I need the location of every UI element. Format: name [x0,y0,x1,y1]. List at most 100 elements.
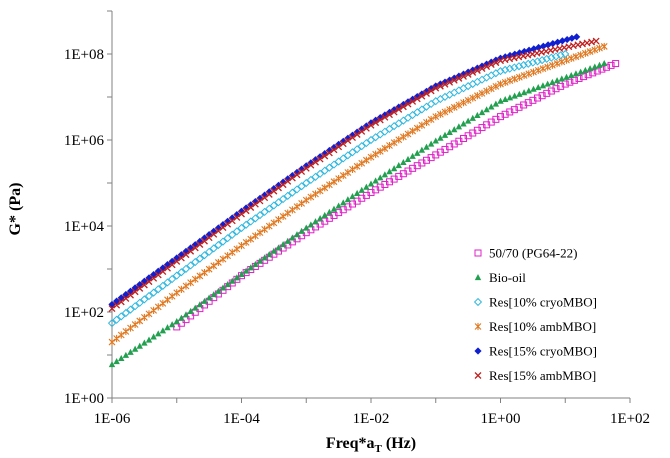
data-point [122,295,130,302]
data-point [534,43,543,52]
legend-label: Res[15% ambMBO] [489,368,596,383]
data-point [127,348,134,355]
data-point [269,201,278,210]
data-point [283,191,292,200]
data-point [224,220,232,228]
data-point [409,127,417,135]
data-point [529,96,537,104]
data-point [520,101,528,109]
data-point [108,305,116,313]
data-point [477,75,487,84]
data-point [307,221,315,228]
data-point [551,52,561,61]
data-point [530,68,537,76]
data-point [163,278,172,287]
x-tick-label: 1E+02 [610,411,650,427]
data-point [423,90,430,97]
data-point [224,280,231,288]
data-point [275,184,282,192]
data-point [482,73,491,82]
x-axis-title: Freq*aT (Hz) [326,435,416,455]
data-point [311,172,320,181]
data-point [473,77,482,86]
y-tick-label: 1E+06 [64,133,105,149]
legend-marker [474,249,482,257]
data-point [460,99,467,107]
data-point [473,92,481,100]
data-point [427,87,435,95]
data-point [418,92,426,100]
legend-label: 50/70 (PG64-22) [489,246,577,261]
data-point [113,301,121,309]
data-point [544,80,551,87]
data-point [432,137,439,144]
data-point [159,327,167,334]
data-point [321,152,329,160]
data-point [135,298,144,307]
data-point [372,150,380,158]
data-point [353,189,361,196]
data-point [399,116,408,125]
data-point [343,151,352,160]
data-point [395,136,403,144]
legend-marker [474,372,482,379]
data-point [113,297,121,305]
data-point [404,130,412,138]
data-point [108,338,116,346]
data-point [325,149,333,157]
data-point [279,181,287,189]
data-point [483,106,490,113]
data-point [413,108,422,117]
data-point [573,33,581,41]
data-point [427,140,435,147]
data-point [511,92,518,99]
data-point [164,324,171,331]
legend-item-2: Bio-oil [474,270,526,285]
data-point [469,114,476,121]
data-point [372,119,380,127]
data-point [246,217,255,226]
data-point [168,292,176,300]
data-point [506,108,514,116]
data-point [219,284,227,291]
data-point [581,49,589,57]
data-point [464,82,473,91]
data-point [279,212,287,220]
data-point [159,268,167,275]
data-point [209,244,218,253]
data-point [321,211,328,218]
data-point [108,361,116,368]
data-point [205,247,214,256]
data-point [182,311,190,318]
data-point [205,234,213,242]
data-point [224,252,232,260]
x-axis-title-unit: (Hz) [382,435,416,452]
data-point [307,193,315,201]
data-point [441,80,449,88]
data-point [558,37,566,45]
data-point [292,185,302,194]
data-point [173,318,180,325]
data-point [121,308,130,318]
data-point [596,61,603,68]
data-point [455,101,463,109]
data-point [344,196,352,203]
data-point [145,310,153,318]
data-point [112,315,121,324]
data-point [445,90,454,99]
data-point [580,73,588,81]
data-point [450,76,458,84]
data-point [413,95,421,103]
data-point [515,103,523,111]
data-point [530,45,538,53]
data-point [568,72,575,79]
data-point [140,277,148,285]
data-point [534,66,542,74]
data-point [321,184,329,192]
data-point [298,168,306,176]
data-point [200,251,209,260]
data-point [279,241,287,248]
x-axis: 1E-06 1E-04 1E-02 1E+00 1E+02 [94,398,650,427]
data-point [468,79,477,89]
